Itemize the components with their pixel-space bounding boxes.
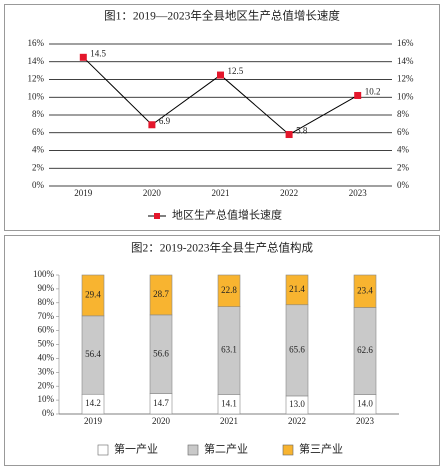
marker xyxy=(217,71,224,79)
data-label: 10.2 xyxy=(365,87,381,97)
data-label: 13.0 xyxy=(289,399,305,409)
y-tick-label: 12% xyxy=(28,74,45,84)
chart-frame xyxy=(4,4,440,231)
data-label: 14.5 xyxy=(90,48,106,58)
data-label: 29.4 xyxy=(85,289,101,299)
chart-title: 图2：2019-2023年全县生产总值构成 xyxy=(131,241,314,255)
bar-segment xyxy=(285,274,309,306)
y-tick-label: 100% xyxy=(33,269,55,279)
marker xyxy=(148,121,156,129)
legend-label: 第二产业 xyxy=(204,442,248,456)
data-label: 56.6 xyxy=(153,348,169,358)
x-tick-label: 2019 xyxy=(74,188,93,198)
x-tick-label: 2023 xyxy=(356,416,375,426)
legend-label: 地区生产总值增长速度 xyxy=(172,208,282,222)
y2-tick-label: 14% xyxy=(397,56,414,66)
data-label: 63.1 xyxy=(221,345,237,355)
y-tick-label: 2% xyxy=(32,162,45,172)
y-tick-label: 50% xyxy=(38,339,55,349)
y2-tick-label: 4% xyxy=(397,145,410,155)
y2-tick-label: 8% xyxy=(397,109,410,119)
data-label: 23.4 xyxy=(357,285,373,295)
y-tick-label: 80% xyxy=(38,297,55,307)
y-tick-label: 60% xyxy=(38,325,55,335)
y2-tick-label: 16% xyxy=(397,38,414,48)
marker xyxy=(354,91,362,99)
bar-segment xyxy=(149,274,173,316)
x-tick-label: 2020 xyxy=(143,188,162,198)
x-tick-label: 2022 xyxy=(288,416,306,426)
y-tick-label: 10% xyxy=(38,394,55,404)
y-tick-label: 10% xyxy=(28,91,45,101)
data-label: 14.1 xyxy=(221,398,237,408)
legend-label: 第一产业 xyxy=(114,442,158,456)
data-label: 21.4 xyxy=(289,284,305,294)
y-tick-label: 20% xyxy=(38,380,55,390)
data-label: 62.6 xyxy=(357,345,373,355)
x-tick-label: 2021 xyxy=(212,188,230,198)
y2-tick-label: 6% xyxy=(397,127,410,137)
bar-segment xyxy=(217,274,241,307)
x-tick-label: 2022 xyxy=(280,188,298,198)
data-label: 56.4 xyxy=(85,349,101,359)
data-label: 28.7 xyxy=(153,289,169,299)
y2-tick-label: 10% xyxy=(397,91,414,101)
bar-segment xyxy=(353,274,377,308)
y-tick-label: 40% xyxy=(38,352,55,362)
data-label: 14.7 xyxy=(153,398,169,408)
y-tick-label: 14% xyxy=(28,56,45,66)
data-label: 6.9 xyxy=(159,116,171,126)
chart-title: 图1：2019—2023年全县地区生产总值增长速度 xyxy=(104,9,340,23)
data-label: 14.0 xyxy=(357,398,373,408)
y-tick-label: 30% xyxy=(38,366,55,376)
data-label: 14.2 xyxy=(85,398,101,408)
y2-tick-label: 2% xyxy=(397,162,410,172)
legend-marker xyxy=(154,213,160,219)
y-tick-label: 0% xyxy=(32,180,45,190)
y-tick-label: 4% xyxy=(32,145,45,155)
legend-swatch xyxy=(282,444,294,456)
x-tick-label: 2023 xyxy=(349,188,368,198)
y-tick-label: 70% xyxy=(38,311,55,321)
y-tick-label: 90% xyxy=(38,283,55,293)
marker xyxy=(285,131,293,139)
data-label: 12.5 xyxy=(228,66,244,76)
x-tick-label: 2019 xyxy=(84,416,103,426)
y-tick-label: 6% xyxy=(32,127,45,137)
legend-swatch xyxy=(187,444,199,456)
y2-tick-label: 0% xyxy=(397,180,410,190)
bar-segment xyxy=(81,274,105,317)
legend-swatch xyxy=(97,444,109,456)
legend-label: 第三产业 xyxy=(299,442,343,456)
y2-tick-label: 12% xyxy=(397,74,414,84)
x-tick-label: 2021 xyxy=(220,416,238,426)
data-label: 5.8 xyxy=(296,126,308,136)
marker xyxy=(79,53,87,61)
x-tick-label: 2020 xyxy=(152,416,171,426)
data-label: 65.6 xyxy=(289,344,305,354)
y-tick-label: 8% xyxy=(32,109,45,119)
y-tick-label: 16% xyxy=(28,38,45,48)
data-label: 22.8 xyxy=(221,285,237,295)
y-tick-label: 0% xyxy=(42,408,55,418)
